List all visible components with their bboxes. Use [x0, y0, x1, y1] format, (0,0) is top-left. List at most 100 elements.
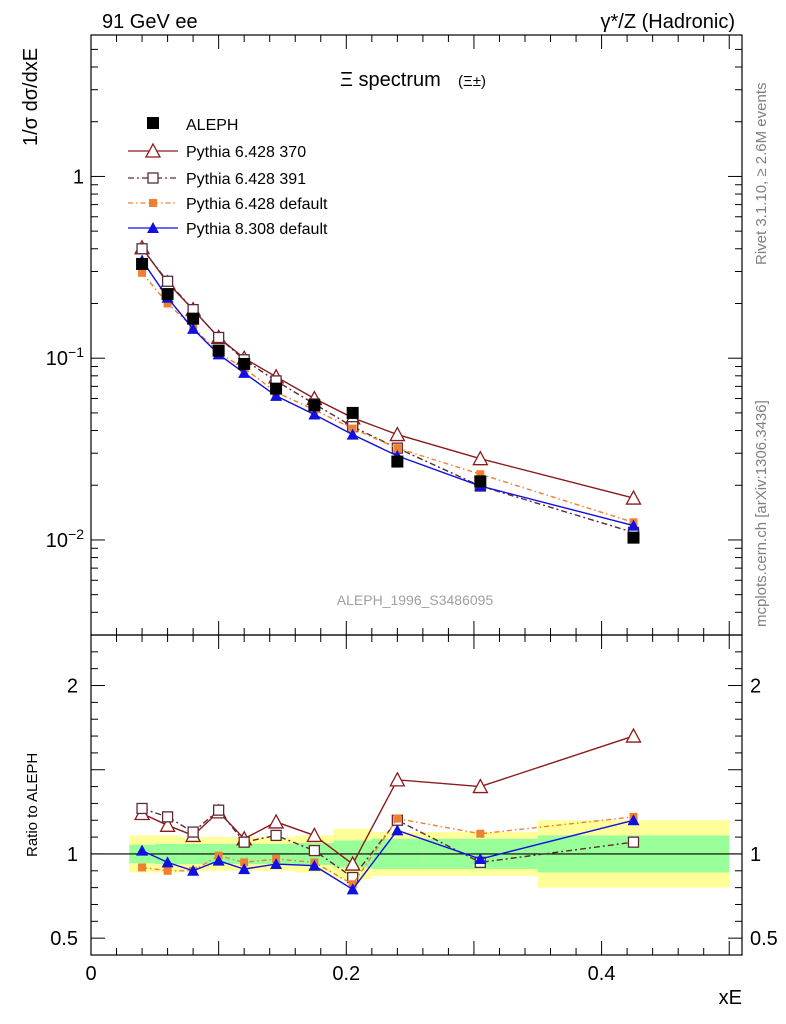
ratio-point-py391: [136, 802, 148, 815]
data-point-aleph: [308, 399, 321, 412]
ratio-point-py370: [625, 727, 642, 743]
plot-title-main: Ξ spectrum: [340, 69, 441, 91]
point-py_default: [163, 299, 172, 308]
legend-marker-py8: [147, 222, 159, 233]
data-point-aleph: [212, 344, 225, 357]
ratio-point-py8: [238, 863, 251, 875]
legend-item-py391: Pythia 6.428 391: [128, 171, 306, 188]
series-line-py370: [141, 247, 634, 499]
point-py8: [346, 428, 359, 440]
series-py391: [136, 243, 640, 539]
legend-marker-py-default: [149, 199, 157, 207]
series-line-py8: [141, 260, 634, 527]
data-point-aleph: [161, 288, 174, 301]
ratio-point-py_default: [476, 829, 485, 838]
ratio-series-layer: [133, 727, 642, 895]
point-py_default: [138, 268, 147, 277]
y-tick-label-main: 1: [73, 166, 84, 188]
data-point-aleph: [136, 257, 149, 270]
data-point-aleph: [187, 312, 200, 325]
legend-label-aleph: ALEPH: [186, 117, 238, 134]
ratio-y-axis-label: Ratio to ALEPH: [24, 753, 41, 857]
ratio-point-py370: [159, 816, 176, 832]
ratio-point-py391: [238, 836, 250, 848]
series-py370: [133, 239, 642, 505]
legend-marker-py391: [147, 172, 159, 184]
plot-title-sub: (Ξ±): [458, 73, 486, 90]
legend-label-py391: Pythia 6.428 391: [186, 171, 306, 188]
series-line-py391: [141, 248, 634, 534]
x-tick-label: 0.4: [588, 963, 616, 985]
header-right-label: γ*/Z (Hadronic): [601, 11, 735, 33]
ratio-point-py8: [308, 859, 321, 871]
ratio-point-py_default: [393, 814, 402, 823]
data-point-aleph: [270, 382, 283, 395]
ratio-point-py8: [161, 856, 174, 868]
main-y-axis-label: 1/σ dσ/dxE: [20, 48, 42, 146]
ratio-point-py_default: [138, 863, 147, 872]
ratio-point-py391: [212, 804, 225, 816]
point-py8: [308, 408, 321, 420]
ratio-series-py370: [133, 727, 642, 871]
rivet-version-label: Rivet 3.1.10, ≥ 2.6M events: [753, 83, 770, 266]
ratio-point-py370: [389, 771, 406, 787]
ratio-point-py370: [267, 813, 285, 829]
header-left-label: 91 GeV ee: [102, 11, 198, 33]
ratio-point-py8: [187, 864, 200, 876]
x-tick-label: 0: [85, 963, 96, 985]
ratio-series-py8: [136, 814, 640, 895]
point-py370: [625, 489, 642, 505]
legend: ALEPH Pythia 6.428 370 Pythia 6.428 391 …: [128, 117, 328, 238]
y-tick-label-main: 10−1: [46, 344, 84, 370]
legend-label-py370: Pythia 6.428 370: [186, 144, 306, 161]
x-axis-label: xE: [719, 987, 742, 1009]
analysis-label: ALEPH_1996_S3486095: [337, 592, 494, 608]
ratio-point-py8: [270, 858, 283, 870]
ratio-point-py8: [474, 853, 487, 864]
point-py391: [161, 275, 174, 287]
data-point-aleph: [346, 406, 359, 419]
ratio-point-py_default: [163, 866, 172, 875]
x-tick-label: 0.2: [332, 963, 360, 985]
y-tick-label-ratio: 2: [67, 676, 78, 698]
point-py8: [238, 366, 251, 378]
point-py_default: [393, 444, 402, 453]
ratio-point-py391: [627, 836, 640, 848]
point-py391: [212, 331, 225, 344]
legend-item-py8: Pythia 8.308 default: [128, 221, 328, 238]
legend-item-py-default: Pythia 6.428 default: [128, 196, 328, 213]
axes-layer: 0 0.2 0.4 1 10−1 10−2 0.5 0.5 1 1 2 2: [46, 34, 778, 985]
data-point-aleph: [391, 455, 404, 468]
legend-label-py-default: Pythia 6.428 default: [186, 196, 328, 213]
y-tick-label-ratio-right: 0.5: [750, 928, 778, 950]
y-tick-label-ratio: 0.5: [50, 928, 78, 950]
ratio-point-py8: [391, 824, 404, 836]
point-py8: [187, 322, 200, 334]
ratio-point-py8: [627, 814, 640, 826]
legend-item-py370: Pythia 6.428 370: [128, 142, 306, 161]
y-tick-label-ratio-right: 1: [750, 844, 761, 866]
plot-title: Ξ spectrum (Ξ±): [340, 69, 486, 91]
ratio-point-py391: [270, 829, 282, 842]
point-py370: [472, 450, 489, 466]
y-tick-label-ratio: 1: [67, 844, 78, 866]
legend-marker-py370: [144, 142, 162, 158]
point-py370: [389, 426, 406, 442]
point-py8: [270, 389, 283, 401]
data-point-aleph: [627, 531, 640, 544]
ratio-point-py8: [212, 854, 225, 866]
point-py8: [627, 519, 640, 531]
ratio-panel-frame: [90, 634, 743, 956]
ratio-point-py370: [344, 855, 361, 871]
ratio-point-py8: [346, 883, 359, 895]
point-py391: [136, 243, 148, 255]
ratio-point-py391: [161, 811, 174, 823]
data-point-aleph: [474, 475, 487, 488]
data-point-aleph: [238, 357, 251, 370]
ratio-point-py8: [136, 844, 149, 856]
y-tick-label-ratio-right: 2: [750, 676, 761, 698]
ratio-point-py370: [472, 778, 489, 794]
ratio-point-py391: [308, 844, 321, 857]
ratio-point-py370: [306, 827, 323, 843]
series-py8: [136, 254, 640, 531]
